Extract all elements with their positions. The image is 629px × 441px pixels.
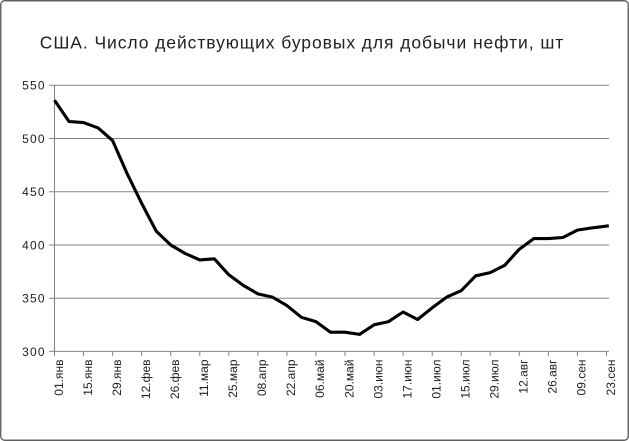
- svg-text:350: 350: [22, 292, 46, 306]
- svg-text:12.фев: 12.фев: [139, 360, 153, 400]
- svg-text:06.май: 06.май: [313, 360, 327, 398]
- svg-text:25.мар: 25.мар: [226, 359, 240, 398]
- svg-text:23.сен: 23.сен: [604, 360, 618, 396]
- svg-text:15.июл: 15.июл: [459, 360, 473, 399]
- svg-text:300: 300: [22, 345, 46, 359]
- svg-text:29.янв: 29.янв: [110, 360, 124, 396]
- svg-text:500: 500: [22, 132, 46, 146]
- svg-text:400: 400: [22, 238, 46, 252]
- svg-text:11.мар: 11.мар: [197, 359, 211, 397]
- svg-text:01.июл: 01.июл: [430, 360, 444, 399]
- svg-text:550: 550: [22, 79, 46, 93]
- svg-text:22.апр: 22.апр: [284, 359, 298, 396]
- svg-text:03.июн: 03.июн: [371, 360, 385, 399]
- svg-text:США. Число действующих буровых: США. Число действующих буровых для добыч…: [40, 33, 564, 53]
- svg-text:12.авг: 12.авг: [517, 359, 531, 394]
- svg-text:26.фев: 26.фев: [168, 360, 182, 400]
- svg-text:09.сен: 09.сен: [575, 360, 589, 396]
- svg-text:15.янв: 15.янв: [81, 360, 95, 396]
- svg-text:450: 450: [22, 185, 46, 199]
- svg-text:29.июл: 29.июл: [488, 360, 502, 399]
- svg-text:26.авг: 26.авг: [546, 359, 560, 394]
- svg-text:08.апр: 08.апр: [255, 359, 269, 396]
- svg-text:20.май: 20.май: [342, 360, 356, 398]
- svg-text:01.янв: 01.янв: [52, 360, 66, 396]
- svg-text:17.июн: 17.июн: [400, 360, 414, 399]
